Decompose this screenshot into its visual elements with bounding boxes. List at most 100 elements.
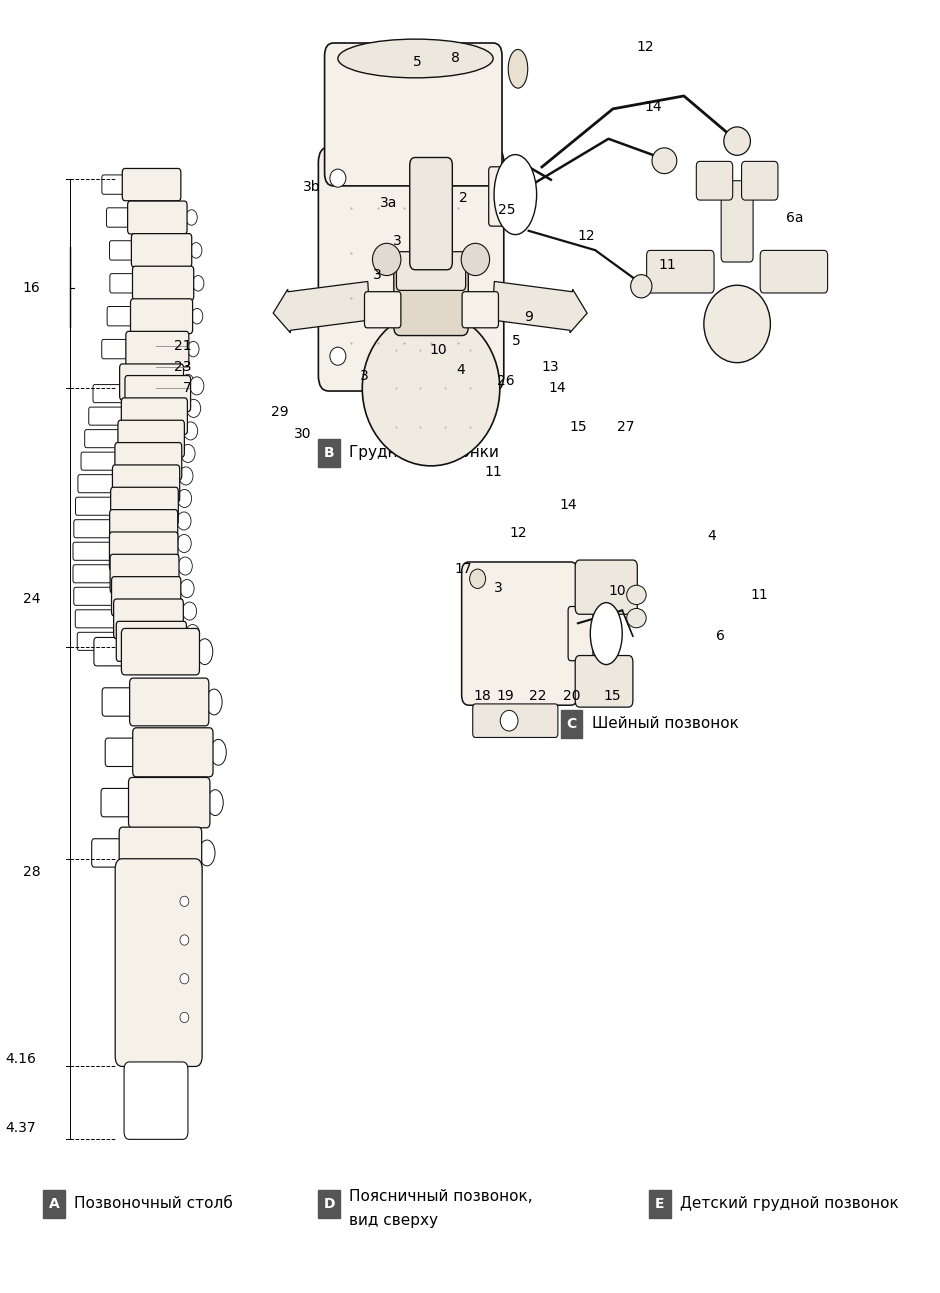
FancyBboxPatch shape bbox=[131, 299, 193, 334]
Text: 4.37: 4.37 bbox=[6, 1121, 37, 1135]
Text: 15: 15 bbox=[603, 689, 620, 702]
Text: B: B bbox=[323, 446, 335, 460]
FancyBboxPatch shape bbox=[365, 292, 400, 328]
FancyArrow shape bbox=[274, 282, 370, 332]
Text: 12: 12 bbox=[577, 229, 595, 243]
Text: 20: 20 bbox=[563, 689, 581, 702]
FancyBboxPatch shape bbox=[462, 562, 578, 705]
Text: 24: 24 bbox=[24, 592, 40, 605]
Text: 15: 15 bbox=[570, 420, 588, 434]
Ellipse shape bbox=[462, 243, 490, 275]
Text: 30: 30 bbox=[293, 427, 311, 441]
Ellipse shape bbox=[470, 569, 486, 588]
Text: 4: 4 bbox=[456, 363, 464, 378]
FancyBboxPatch shape bbox=[110, 509, 178, 548]
Text: C: C bbox=[566, 716, 576, 731]
Text: Шейный позвонок: Шейный позвонок bbox=[591, 716, 739, 732]
Text: 18: 18 bbox=[474, 689, 492, 702]
FancyBboxPatch shape bbox=[742, 162, 778, 200]
FancyBboxPatch shape bbox=[324, 43, 502, 186]
FancyBboxPatch shape bbox=[102, 688, 133, 716]
Text: 3: 3 bbox=[360, 369, 368, 383]
Ellipse shape bbox=[182, 374, 194, 389]
FancyBboxPatch shape bbox=[133, 728, 213, 777]
Ellipse shape bbox=[372, 243, 400, 275]
FancyBboxPatch shape bbox=[697, 162, 732, 200]
Text: 10: 10 bbox=[608, 584, 626, 599]
Ellipse shape bbox=[652, 147, 677, 173]
FancyBboxPatch shape bbox=[560, 710, 582, 738]
FancyBboxPatch shape bbox=[114, 599, 183, 639]
Ellipse shape bbox=[183, 422, 197, 440]
Text: 4: 4 bbox=[707, 529, 715, 543]
Text: 21: 21 bbox=[174, 339, 192, 353]
Text: 14: 14 bbox=[644, 100, 662, 114]
Ellipse shape bbox=[180, 935, 189, 945]
FancyBboxPatch shape bbox=[462, 292, 498, 328]
Text: 27: 27 bbox=[618, 420, 635, 434]
FancyBboxPatch shape bbox=[568, 606, 593, 661]
FancyBboxPatch shape bbox=[126, 331, 189, 367]
Ellipse shape bbox=[187, 341, 199, 357]
FancyBboxPatch shape bbox=[85, 429, 122, 447]
FancyBboxPatch shape bbox=[473, 703, 558, 737]
Text: 25: 25 bbox=[497, 203, 515, 217]
FancyBboxPatch shape bbox=[128, 200, 187, 234]
Text: 9: 9 bbox=[525, 310, 533, 325]
FancyBboxPatch shape bbox=[721, 181, 753, 262]
Ellipse shape bbox=[178, 490, 192, 508]
Ellipse shape bbox=[627, 586, 646, 605]
Ellipse shape bbox=[704, 286, 771, 362]
Text: 11: 11 bbox=[750, 588, 768, 601]
FancyBboxPatch shape bbox=[397, 252, 465, 291]
FancyBboxPatch shape bbox=[101, 789, 132, 817]
Text: Поясничный позвонок,: Поясничный позвонок, bbox=[350, 1188, 533, 1204]
Text: 16: 16 bbox=[23, 281, 40, 295]
Ellipse shape bbox=[190, 376, 204, 394]
FancyBboxPatch shape bbox=[110, 274, 133, 294]
Text: 14: 14 bbox=[548, 381, 566, 396]
FancyBboxPatch shape bbox=[122, 168, 180, 200]
FancyBboxPatch shape bbox=[109, 240, 133, 260]
Text: 11: 11 bbox=[658, 257, 676, 272]
FancyBboxPatch shape bbox=[75, 498, 115, 515]
Text: A: A bbox=[49, 1197, 59, 1210]
FancyBboxPatch shape bbox=[43, 1190, 65, 1218]
FancyBboxPatch shape bbox=[319, 147, 504, 390]
Ellipse shape bbox=[177, 512, 191, 530]
FancyBboxPatch shape bbox=[575, 560, 637, 614]
Text: Детский грудной позвонок: Детский грудной позвонок bbox=[681, 1196, 899, 1212]
FancyBboxPatch shape bbox=[93, 384, 130, 402]
FancyBboxPatch shape bbox=[647, 251, 714, 294]
FancyBboxPatch shape bbox=[113, 465, 180, 503]
Ellipse shape bbox=[590, 603, 622, 665]
FancyBboxPatch shape bbox=[117, 622, 186, 661]
Ellipse shape bbox=[330, 347, 346, 365]
FancyBboxPatch shape bbox=[125, 375, 191, 411]
Ellipse shape bbox=[494, 155, 537, 234]
Ellipse shape bbox=[500, 710, 518, 731]
FancyBboxPatch shape bbox=[650, 1190, 670, 1218]
Text: 3: 3 bbox=[373, 268, 383, 282]
FancyBboxPatch shape bbox=[119, 363, 183, 400]
Text: 4.16: 4.16 bbox=[6, 1053, 37, 1067]
Text: Позвоночный столб: Позвоночный столб bbox=[74, 1196, 233, 1212]
Ellipse shape bbox=[330, 169, 346, 187]
FancyBboxPatch shape bbox=[133, 266, 194, 300]
Ellipse shape bbox=[186, 209, 197, 225]
FancyBboxPatch shape bbox=[115, 442, 181, 480]
Ellipse shape bbox=[196, 639, 212, 665]
FancyBboxPatch shape bbox=[319, 1190, 339, 1218]
Text: 5: 5 bbox=[512, 334, 521, 348]
Text: 3a: 3a bbox=[380, 195, 397, 209]
Text: 29: 29 bbox=[272, 405, 289, 419]
FancyBboxPatch shape bbox=[111, 487, 179, 525]
FancyBboxPatch shape bbox=[77, 632, 120, 650]
FancyBboxPatch shape bbox=[105, 738, 135, 767]
Ellipse shape bbox=[509, 49, 527, 88]
Ellipse shape bbox=[206, 689, 222, 715]
Text: 11: 11 bbox=[484, 465, 502, 480]
Ellipse shape bbox=[178, 557, 193, 575]
FancyBboxPatch shape bbox=[73, 542, 114, 560]
Text: 13: 13 bbox=[541, 359, 558, 374]
